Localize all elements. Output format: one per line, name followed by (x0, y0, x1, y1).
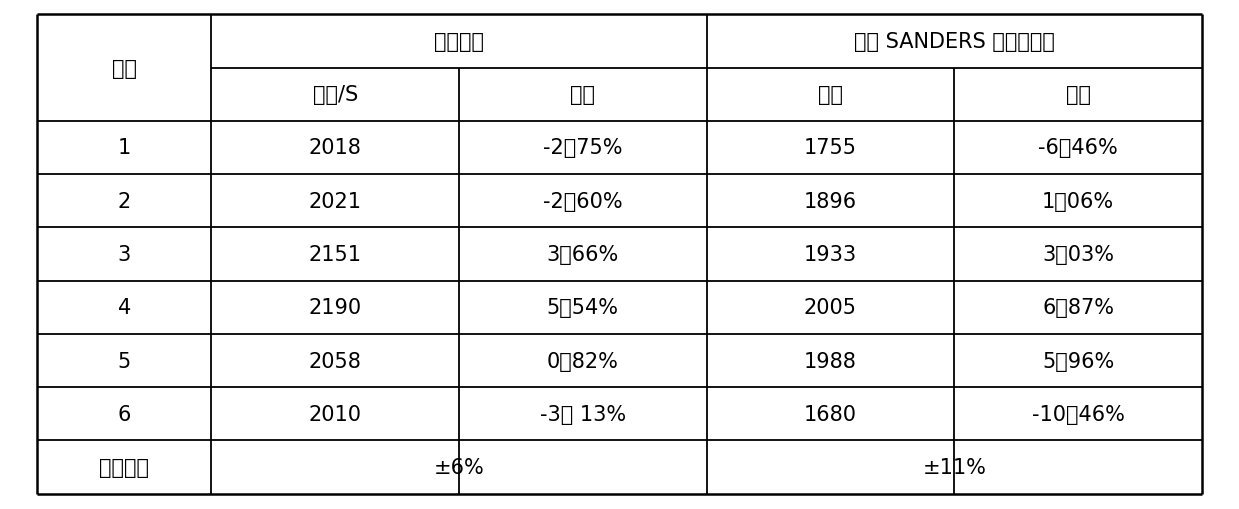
Text: -3． 13%: -3． 13% (540, 404, 626, 424)
Text: 1933: 1933 (804, 244, 857, 265)
Text: ±6%: ±6% (434, 457, 484, 477)
Text: 1755: 1755 (804, 138, 857, 158)
Text: 2018: 2018 (309, 138, 362, 158)
Text: 6: 6 (118, 404, 131, 424)
Text: 误差范围: 误差范围 (99, 457, 150, 477)
Text: 6．87%: 6．87% (1042, 298, 1114, 318)
Text: 美国 SANDERS 公司的产品: 美国 SANDERS 公司的产品 (854, 32, 1054, 52)
Text: 2021: 2021 (309, 191, 362, 211)
Text: 2: 2 (118, 191, 131, 211)
Text: 点号: 点号 (112, 59, 136, 78)
Text: 0．82%: 0．82% (546, 351, 618, 371)
Text: 计数/S: 计数/S (312, 85, 358, 105)
Text: ±11%: ±11% (922, 457, 986, 477)
Text: 1: 1 (118, 138, 131, 158)
Text: 2010: 2010 (309, 404, 362, 424)
Text: 1．06%: 1．06% (1042, 191, 1114, 211)
Text: -2．75%: -2．75% (543, 138, 623, 158)
Text: -10．46%: -10．46% (1032, 404, 1125, 424)
Text: 1988: 1988 (804, 351, 857, 371)
Text: -6．46%: -6．46% (1038, 138, 1118, 158)
Text: 2151: 2151 (309, 244, 362, 265)
Text: 1680: 1680 (804, 404, 857, 424)
Text: 5: 5 (118, 351, 131, 371)
Text: 5．54%: 5．54% (546, 298, 618, 318)
Text: 专利样源: 专利样源 (434, 32, 484, 52)
Text: 3．03%: 3．03% (1042, 244, 1114, 265)
Text: 误差: 误差 (1066, 85, 1090, 105)
Text: 计数: 计数 (818, 85, 843, 105)
Text: 3．66%: 3．66% (546, 244, 620, 265)
Text: 2005: 2005 (804, 298, 857, 318)
Text: 3: 3 (118, 244, 131, 265)
Text: 5．96%: 5．96% (1042, 351, 1114, 371)
Text: 1896: 1896 (804, 191, 857, 211)
Text: -2．60%: -2．60% (543, 191, 623, 211)
Text: 4: 4 (118, 298, 131, 318)
Text: 误差: 误差 (570, 85, 596, 105)
Text: 2190: 2190 (309, 298, 362, 318)
Text: 2058: 2058 (309, 351, 362, 371)
